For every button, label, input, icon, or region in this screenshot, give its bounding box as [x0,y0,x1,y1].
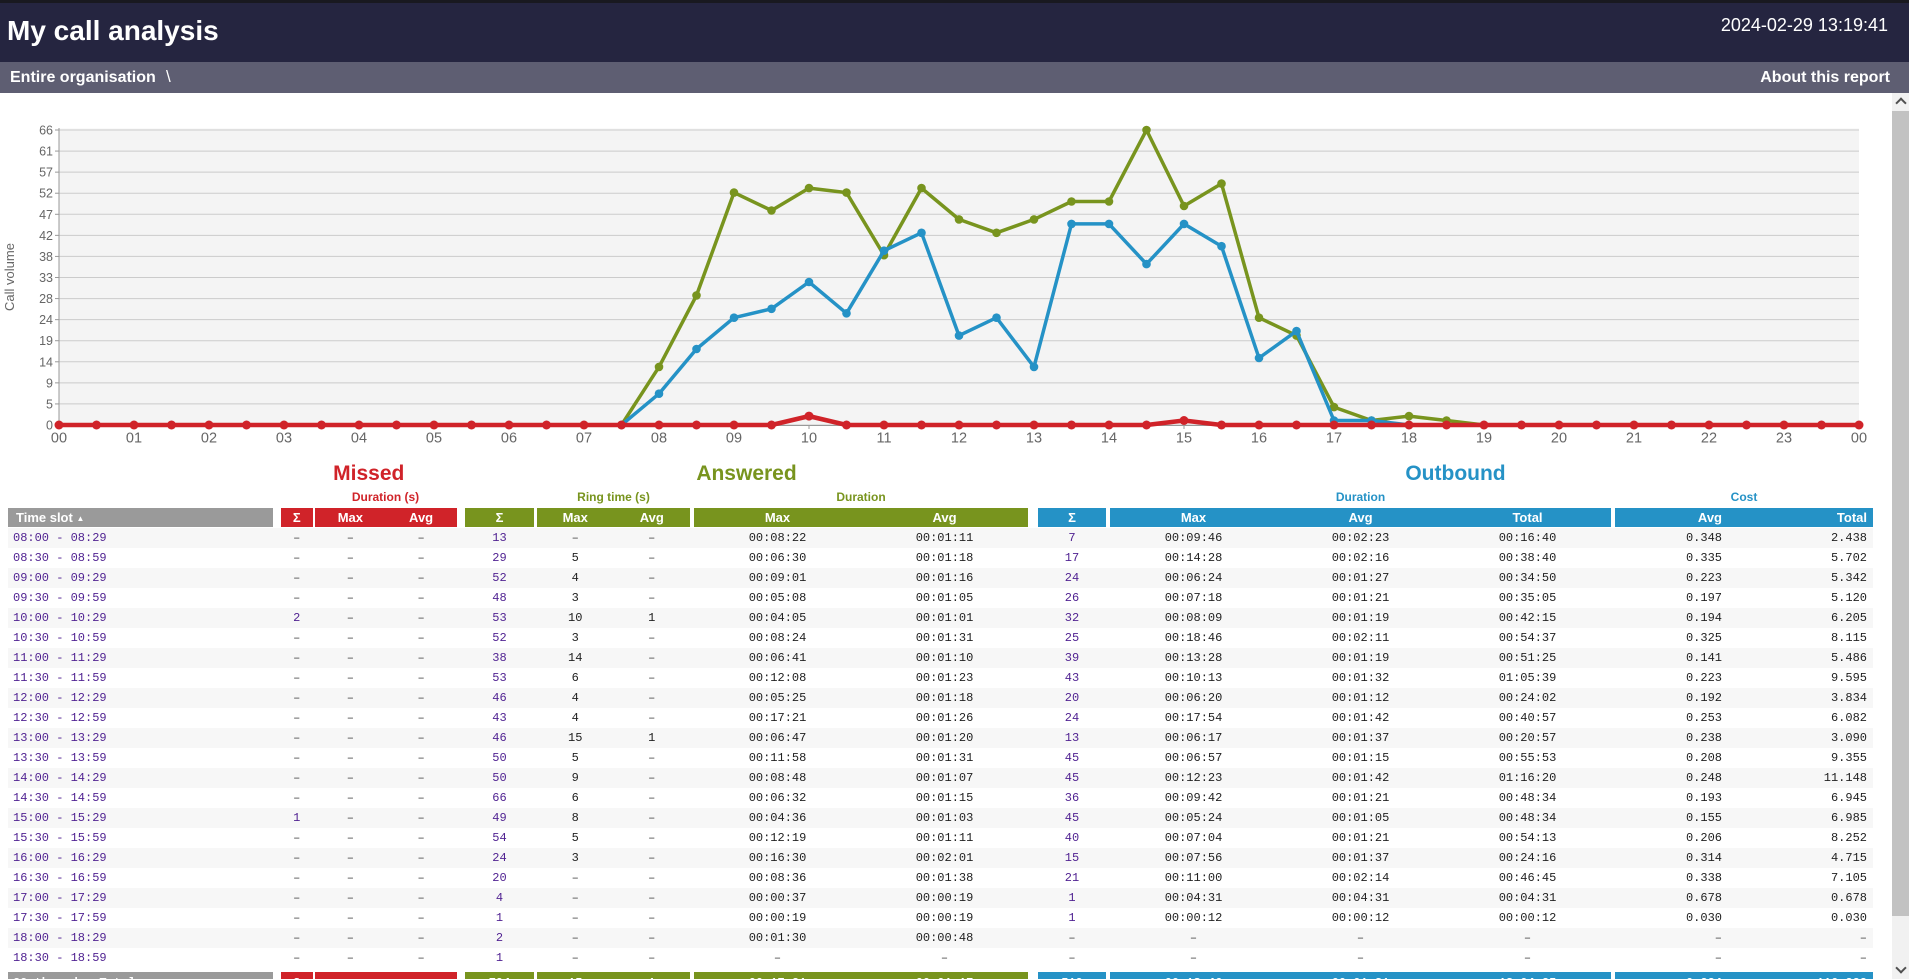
svg-text:47: 47 [39,208,53,222]
svg-text:15: 15 [1176,431,1192,447]
svg-text:02: 02 [201,431,217,447]
svg-text:06: 06 [501,431,517,447]
svg-text:00: 00 [51,431,67,447]
svg-text:Call volume: Call volume [2,243,17,311]
svg-text:22: 22 [1701,431,1717,447]
svg-text:24: 24 [39,313,53,327]
svg-text:23: 23 [1776,431,1792,447]
svg-text:00: 00 [1851,431,1867,447]
svg-text:07: 07 [576,431,592,447]
svg-text:20: 20 [1551,431,1567,447]
svg-text:57: 57 [39,166,53,180]
svg-text:9: 9 [46,376,53,390]
svg-text:17: 17 [1326,431,1342,447]
svg-text:28: 28 [39,292,53,306]
svg-text:33: 33 [39,271,53,285]
svg-text:38: 38 [39,250,53,264]
svg-text:10: 10 [801,431,817,447]
svg-text:19: 19 [39,334,53,348]
svg-text:5: 5 [46,397,53,411]
svg-text:42: 42 [39,229,53,243]
svg-text:08: 08 [651,431,667,447]
svg-text:05: 05 [426,431,442,447]
svg-text:12: 12 [951,431,967,447]
svg-text:0: 0 [46,419,53,433]
svg-text:19: 19 [1476,431,1492,447]
svg-text:09: 09 [726,431,742,447]
svg-text:52: 52 [39,187,53,201]
svg-text:66: 66 [39,124,53,138]
svg-text:21: 21 [1626,431,1642,447]
svg-text:13: 13 [1026,431,1042,447]
svg-text:11: 11 [876,431,891,447]
svg-text:04: 04 [351,431,367,447]
svg-text:61: 61 [39,145,53,159]
svg-text:03: 03 [276,431,292,447]
svg-text:14: 14 [39,355,53,369]
svg-text:01: 01 [126,431,142,447]
svg-text:16: 16 [1251,431,1267,447]
svg-text:14: 14 [1101,431,1117,447]
svg-text:18: 18 [1401,431,1417,447]
